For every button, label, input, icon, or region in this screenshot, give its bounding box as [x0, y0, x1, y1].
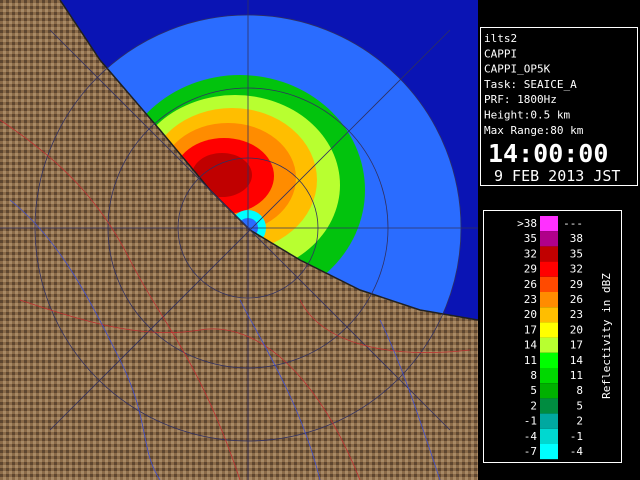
legend-swatch: [540, 383, 558, 399]
legend-swatch: [540, 246, 558, 262]
legend-low: 5: [530, 384, 537, 397]
legend-swatch: [540, 292, 558, 308]
legend-swatch: [540, 352, 558, 368]
info-line: PRF: 1800Hz: [484, 93, 557, 106]
legend-high: 32: [570, 263, 583, 276]
legend-swatch: [540, 444, 558, 460]
legend-swatch: [540, 231, 558, 247]
legend-swatch: [540, 276, 558, 292]
legend-title: Reflectivity in dBZ: [600, 273, 613, 399]
legend-high: 14: [570, 354, 584, 367]
legend-low: >38: [517, 217, 537, 230]
legend-swatch: [540, 428, 558, 444]
legend-swatch: [540, 307, 558, 323]
info-line: Max Range:80 km: [484, 124, 584, 137]
legend-high: 26: [570, 293, 583, 306]
info-box: [480, 27, 638, 186]
info-line: CAPPI: [484, 47, 517, 60]
legend-swatch: [540, 322, 558, 338]
legend-swatch: [540, 368, 558, 384]
legend-swatch: [540, 337, 558, 353]
legend-high: 5: [576, 399, 583, 412]
legend-swatch: [540, 413, 558, 429]
legend-high: 8: [576, 384, 583, 397]
legend-low: 17: [524, 323, 537, 336]
legend-low: 14: [524, 339, 538, 352]
legend-high: 2: [576, 415, 583, 428]
legend-low: 23: [524, 293, 537, 306]
legend-high: -1: [570, 430, 583, 443]
info-panel: ilts2 CAPPI CAPPI_OP5K Task: SEAICE_A PRF: 1…: [484, 32, 620, 185]
legend-low: -1: [524, 415, 537, 428]
legend-high: 35: [570, 247, 583, 260]
legend-high: 29: [570, 278, 583, 291]
legend-swatch: [540, 216, 558, 232]
legend-high: 11: [570, 369, 583, 382]
info-line: Task: SEAICE_A: [484, 78, 577, 91]
legend: >38 --- 35 38 32 35 29 32 26 29 23 26 20 23 17 20 14 17 11…: [517, 216, 584, 460]
legend-low: 20: [524, 308, 537, 321]
time: 14:00:00: [488, 139, 608, 168]
info-line: Height:0.5 km: [484, 109, 570, 122]
legend-high: 20: [570, 323, 583, 336]
legend-low: 29: [524, 263, 537, 276]
legend-low: -4: [524, 430, 538, 443]
legend-swatch: [540, 261, 558, 277]
info-line: ilts2: [484, 32, 517, 45]
info-line: CAPPI_OP5K: [484, 63, 551, 76]
legend-low: 8: [530, 369, 537, 382]
legend-high: 38: [570, 232, 583, 245]
legend-low: 2: [530, 399, 537, 412]
legend-swatch: [540, 398, 558, 414]
date: 9 FEB 2013 JST: [494, 167, 620, 185]
legend-high: 23: [570, 308, 583, 321]
legend-low: 11: [524, 354, 537, 367]
legend-low: 32: [524, 247, 537, 260]
legend-high: 17: [570, 339, 583, 352]
legend-low: -7: [524, 445, 537, 458]
legend-high: ---: [563, 217, 583, 230]
legend-low: 35: [524, 232, 537, 245]
map: [0, 0, 478, 480]
legend-high: -4: [570, 445, 584, 458]
legend-low: 26: [524, 278, 537, 291]
